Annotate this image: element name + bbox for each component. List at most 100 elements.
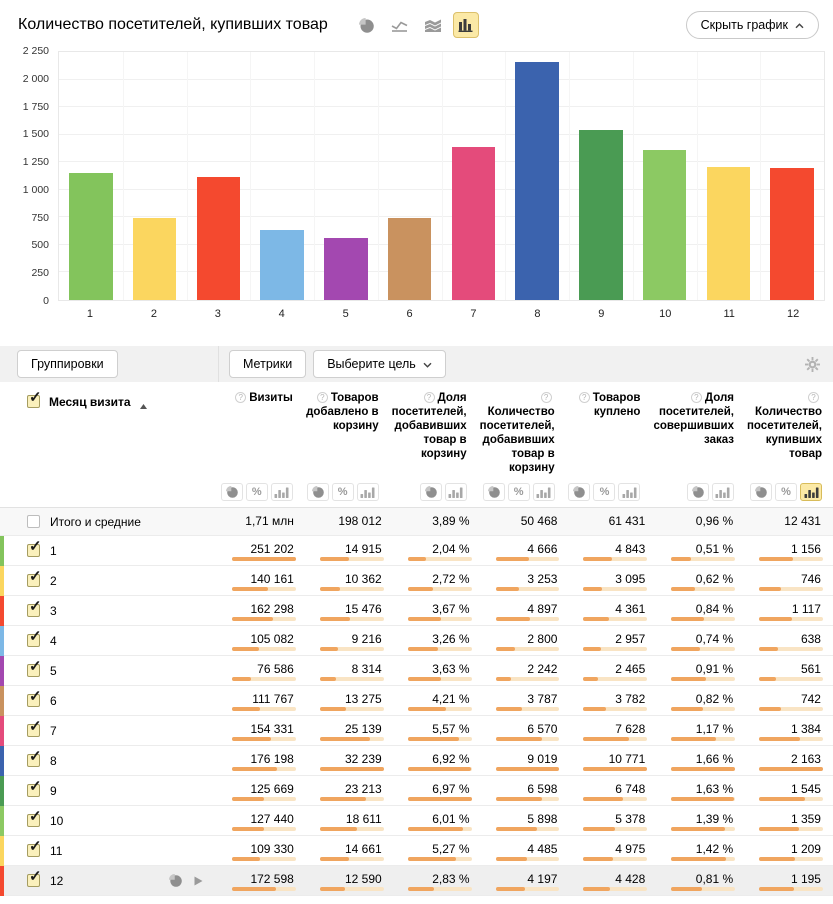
hide-chart-button[interactable]: Скрыть график xyxy=(685,11,819,39)
pie-metric-icon[interactable] xyxy=(220,483,243,501)
table-row-5[interactable]: 5 76 586 8 314 3,63 % 2 242 2 465 0,91 % 561 xyxy=(0,656,833,686)
row-checkbox[interactable] xyxy=(27,687,42,707)
percent-metric-icon[interactable]: % xyxy=(331,483,354,501)
pie-metric-icon[interactable] xyxy=(686,483,709,501)
table-row-4[interactable]: 4 105 082 9 216 3,26 % 2 800 2 957 0,74 % 638 xyxy=(0,626,833,656)
value-bar xyxy=(583,707,648,711)
metric-cell: 76 586 xyxy=(218,656,306,685)
table-row-9[interactable]: 9 125 669 23 213 6,97 % 6 598 6 748 1,63 % 1 54… xyxy=(0,776,833,806)
row-label: 1 xyxy=(50,543,57,558)
row-checkbox[interactable] xyxy=(27,837,42,857)
metric-cell: 4 666 xyxy=(482,536,570,565)
column-title[interactable]: ? Доля посетителей, совершивших заказ xyxy=(653,392,734,446)
column-title[interactable]: ? Товаров куплено xyxy=(568,391,640,419)
chart-bar-1[interactable] xyxy=(69,172,113,300)
gear-icon[interactable] xyxy=(805,356,820,372)
column-title[interactable]: ? Доля посетителей, добавивших товар в ко… xyxy=(391,392,467,460)
table-row-1[interactable]: 1 251 202 14 915 2,04 % 4 666 4 843 0,51 % 1 15… xyxy=(0,536,833,566)
bars-metric-icon[interactable] xyxy=(711,483,734,501)
bars-metric-icon[interactable] xyxy=(532,483,555,501)
table-row-8[interactable]: 8 176 198 32 239 6,92 % 9 019 10 771 1,66 % 2 1… xyxy=(0,746,833,776)
metric-value: 76 586 xyxy=(257,662,294,676)
chart-bar-2[interactable] xyxy=(132,217,177,300)
table-row-2[interactable]: 2 140 161 10 362 2,72 % 3 253 3 095 0,62 % 746 xyxy=(0,566,833,596)
metric-value: 746 xyxy=(800,572,821,586)
totals-checkbox[interactable] xyxy=(27,515,40,528)
select-all-checkbox[interactable] xyxy=(27,388,42,408)
chart-bar-3[interactable] xyxy=(196,176,241,300)
chart-bar-11[interactable] xyxy=(706,166,751,300)
select-goal-label: Выберите цель xyxy=(327,357,416,371)
chart-bar-6[interactable] xyxy=(387,218,432,300)
help-icon[interactable]: ? xyxy=(808,392,819,403)
table-row-7[interactable]: 7 154 331 25 139 5,57 % 6 570 7 628 1,17 % 1 38… xyxy=(0,716,833,746)
table-row-12[interactable]: 12 172 598 12 590 2,83 % 4 197 4 428 0,81 % 1 1… xyxy=(0,866,833,896)
metric-cell: 1,17 % xyxy=(657,716,745,745)
select-goal-button[interactable]: Выберите цель xyxy=(313,350,446,378)
pie-metric-icon[interactable] xyxy=(306,483,329,501)
percent-metric-icon[interactable]: % xyxy=(775,483,797,501)
metric-value: 10 362 xyxy=(345,572,382,586)
chart-bar-7[interactable] xyxy=(451,147,496,300)
row-checkbox[interactable] xyxy=(27,597,42,617)
row-checkbox[interactable] xyxy=(27,747,42,767)
bars-metric-icon[interactable] xyxy=(618,483,641,501)
help-icon[interactable]: ? xyxy=(316,392,328,403)
table-row-11[interactable]: 11 109 330 14 661 5,27 % 4 485 4 975 1,42 % 1 2… xyxy=(0,836,833,866)
metrics-button[interactable]: Метрики xyxy=(229,350,307,378)
row-checkbox[interactable] xyxy=(27,717,42,737)
metric-cell: 3 787 xyxy=(482,686,570,715)
sort-ascending-icon[interactable] xyxy=(139,398,147,412)
column-title[interactable]: ?Количество посетителей, купивших товар xyxy=(746,392,822,460)
help-icon[interactable]: ? xyxy=(235,392,247,403)
row-checkbox[interactable] xyxy=(27,807,42,827)
column-title[interactable]: ? Товаров добавлено в корзину xyxy=(306,392,379,432)
percent-metric-icon[interactable]: % xyxy=(507,483,530,501)
help-icon[interactable]: ? xyxy=(540,392,552,403)
chart-panel-header: Количество посетителей, купивших товар С… xyxy=(0,0,833,45)
column-title[interactable]: ?Количество посетителей, добавивших това… xyxy=(479,392,555,474)
groupings-button[interactable]: Группировки xyxy=(17,350,118,378)
metric-cell: 742 xyxy=(745,686,833,715)
help-icon[interactable]: ? xyxy=(578,392,590,403)
row-checkbox[interactable] xyxy=(27,567,42,587)
chart-bar-12[interactable] xyxy=(770,168,814,300)
pie-chart-type-icon[interactable] xyxy=(354,12,380,38)
row-checkbox[interactable] xyxy=(27,657,42,677)
table-row-6[interactable]: 6 111 767 13 275 4,21 % 3 787 3 782 0,82 % 742 xyxy=(0,686,833,716)
metric-cell: 14 915 xyxy=(306,536,394,565)
bars-metric-icon[interactable] xyxy=(444,483,467,501)
chart-bar-4[interactable] xyxy=(260,229,304,300)
row-checkbox[interactable] xyxy=(27,777,42,797)
pie-metric-icon[interactable] xyxy=(482,483,505,501)
chart-bar-9[interactable] xyxy=(579,129,623,300)
value-bar xyxy=(759,617,823,621)
table-row-3[interactable]: 3 162 298 15 476 3,67 % 4 897 4 361 0,84 % 1 11… xyxy=(0,596,833,626)
help-icon[interactable]: ? xyxy=(690,392,702,403)
chart-bar-5[interactable] xyxy=(324,238,368,300)
table-row-10[interactable]: 10 127 440 18 611 6,01 % 5 898 5 378 1,39 % 1 3… xyxy=(0,806,833,836)
column-title[interactable]: ? Визиты xyxy=(220,391,293,405)
bar-chart-type-icon[interactable] xyxy=(452,12,479,38)
pie-metric-icon[interactable] xyxy=(419,483,442,501)
chart-bar-8[interactable] xyxy=(515,61,559,300)
row-checkbox[interactable] xyxy=(27,537,42,557)
metric-cell: 4 428 xyxy=(569,866,657,895)
percent-metric-icon[interactable]: % xyxy=(593,483,616,501)
bars-metric-icon[interactable] xyxy=(270,483,293,501)
row-pie-icon[interactable] xyxy=(169,874,182,887)
row-checkbox[interactable] xyxy=(27,627,42,647)
percent-metric-icon[interactable]: % xyxy=(245,483,268,501)
bars-metric-icon[interactable] xyxy=(356,483,379,501)
pie-metric-icon[interactable] xyxy=(750,483,772,501)
help-icon[interactable]: ? xyxy=(423,392,435,403)
bars-metric-icon[interactable] xyxy=(800,483,822,501)
stacked-chart-type-icon[interactable] xyxy=(420,12,446,38)
chart-bar-10[interactable] xyxy=(642,150,687,300)
row-expand-icon[interactable] xyxy=(194,876,203,886)
line-chart-type-icon[interactable] xyxy=(387,12,413,38)
metric-cell: 127 440 xyxy=(218,806,306,835)
row-checkbox[interactable] xyxy=(27,867,42,887)
gridline xyxy=(632,52,634,300)
pie-metric-icon[interactable] xyxy=(568,483,591,501)
